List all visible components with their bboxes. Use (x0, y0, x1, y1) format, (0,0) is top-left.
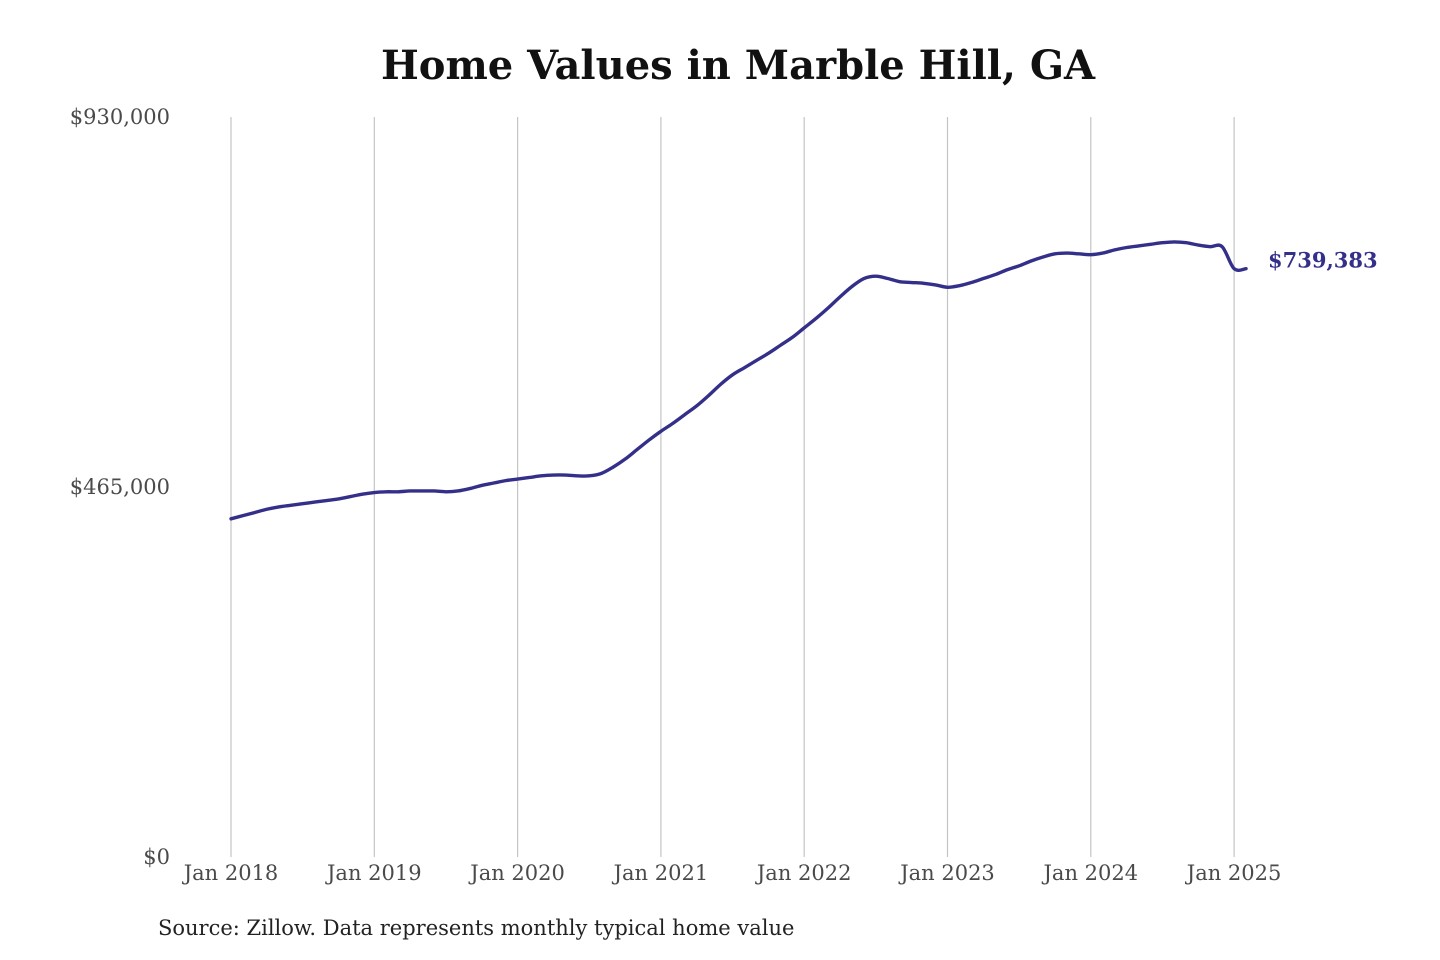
series-layer: $739,383 (229, 240, 1378, 521)
x-tick-label: Jan 2018 (182, 861, 279, 885)
y-axis-ticks: $0 $465,000 $930,000 (70, 105, 170, 869)
x-tick-label: Jan 2019 (325, 861, 422, 885)
x-tick-label: Jan 2023 (898, 861, 995, 885)
x-tick-label: Jan 2020 (468, 861, 565, 885)
source-note: Source: Zillow. Data represents monthly … (158, 916, 795, 940)
y-tick-label: $465,000 (70, 475, 170, 499)
x-tick-label: Jan 2024 (1042, 861, 1139, 885)
end-value-label: $739,383 (1268, 248, 1378, 273)
y-tick-label: $930,000 (70, 105, 170, 129)
chart-title: Home Values in Marble Hill, GA (380, 42, 1096, 89)
x-axis-ticks: Jan 2018 Jan 2019 Jan 2020 Jan 2021 Jan 2022… (182, 861, 1282, 885)
gridlines (230, 117, 1235, 857)
x-tick-label: Jan 2025 (1185, 861, 1282, 885)
x-tick-label: Jan 2022 (755, 861, 852, 885)
y-tick-label: $0 (143, 845, 170, 869)
x-tick-label: Jan 2021 (612, 861, 709, 885)
series-line (229, 240, 1248, 521)
line-chart: $0$465,000$930,000 Jan 2018 Jan 2019 Jan 2… (70, 105, 1378, 885)
